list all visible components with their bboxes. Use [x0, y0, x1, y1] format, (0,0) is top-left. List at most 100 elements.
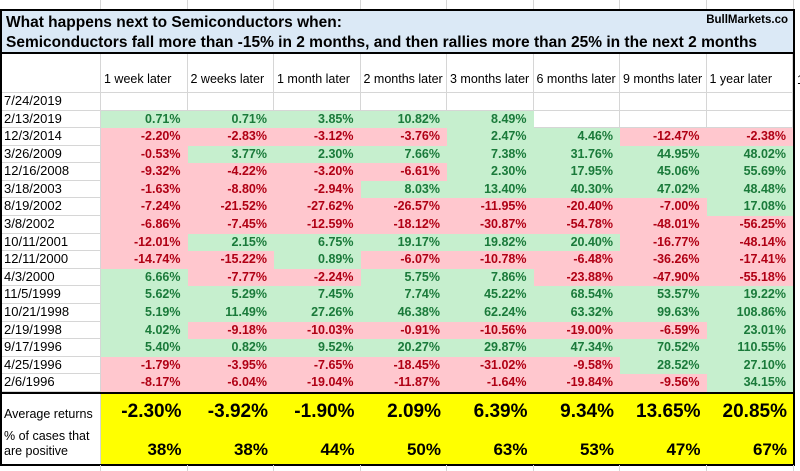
average-value-cell[interactable]: 9.34% [533, 393, 620, 427]
value-cell[interactable]: 3.77% [187, 145, 274, 164]
date-cell[interactable]: 12/11/2000 [2, 251, 101, 269]
value-cell[interactable]: 10.82% [360, 110, 447, 129]
value-cell[interactable]: 20.40% [533, 233, 620, 252]
value-cell[interactable]: -18.12% [360, 216, 447, 234]
value-cell[interactable]: 5.19% [101, 303, 188, 322]
column-header[interactable]: 6 months later [533, 54, 620, 93]
value-cell[interactable]: -19.00% [533, 321, 620, 340]
value-cell[interactable]: -10.03% [274, 321, 361, 340]
value-cell[interactable]: 45.22% [447, 286, 534, 304]
percent-positive-cell[interactable]: 63% [447, 426, 534, 464]
value-cell[interactable] [101, 93, 188, 111]
value-cell[interactable] [447, 93, 534, 111]
value-cell[interactable] [533, 110, 620, 129]
percent-positive-cell[interactable]: 38% [187, 426, 274, 464]
value-cell[interactable]: 19.82% [447, 233, 534, 252]
column-header[interactable]: 2 months later [360, 54, 447, 93]
value-cell[interactable]: 0.71% [101, 110, 188, 129]
date-cell[interactable]: 10/11/2001 [2, 233, 101, 252]
value-cell[interactable]: -17.41% [706, 251, 793, 269]
value-cell[interactable]: 8.03% [360, 180, 447, 199]
value-cell[interactable]: 6.75% [274, 233, 361, 252]
date-cell[interactable]: 4/25/1996 [2, 356, 101, 375]
column-header[interactable]: 1 month later [274, 54, 361, 93]
value-cell[interactable]: -1.63% [101, 180, 188, 199]
value-cell[interactable]: -7.77% [187, 268, 274, 287]
value-cell[interactable]: -3.20% [274, 163, 361, 181]
value-cell[interactable]: 5.75% [360, 268, 447, 287]
value-cell[interactable]: 44.95% [620, 145, 707, 164]
value-cell[interactable]: 7.45% [274, 286, 361, 304]
value-cell[interactable]: -6.48% [533, 251, 620, 269]
value-cell[interactable]: -11.87% [360, 374, 447, 392]
value-cell[interactable]: 47.34% [533, 339, 620, 357]
date-cell[interactable]: 2/6/1996 [2, 374, 101, 392]
value-cell[interactable]: 6.66% [101, 268, 188, 287]
date-cell[interactable]: 3/8/2002 [2, 216, 101, 234]
value-cell[interactable]: -11.95% [447, 198, 534, 217]
value-cell[interactable]: 0.71% [187, 110, 274, 129]
value-cell[interactable]: -6.61% [360, 163, 447, 181]
value-cell[interactable]: 70.52% [620, 339, 707, 357]
value-cell[interactable]: 45.06% [620, 163, 707, 181]
value-cell[interactable]: 7.66% [360, 145, 447, 164]
value-cell[interactable]: 7.38% [447, 145, 534, 164]
date-cell[interactable]: 9/17/1996 [2, 339, 101, 357]
value-cell[interactable]: 13.40% [447, 180, 534, 199]
date-cell[interactable]: 12/3/2014 [2, 128, 101, 146]
value-cell[interactable]: -36.26% [620, 251, 707, 269]
value-cell[interactable]: 53.57% [620, 286, 707, 304]
value-cell[interactable]: -18.45% [360, 356, 447, 375]
value-cell[interactable]: -6.59% [620, 321, 707, 340]
average-value-cell[interactable]: 6.39% [447, 393, 534, 427]
value-cell[interactable]: 17.08% [706, 198, 793, 217]
value-cell[interactable]: -8.80% [187, 180, 274, 199]
column-header[interactable]: 3 months later [447, 54, 534, 93]
value-cell[interactable]: -0.53% [101, 145, 188, 164]
date-cell[interactable]: 2/13/2019 [2, 110, 101, 129]
value-cell[interactable]: 31.76% [533, 145, 620, 164]
value-cell[interactable]: -30.87% [447, 216, 534, 234]
value-cell[interactable]: -7.24% [101, 198, 188, 217]
value-cell[interactable]: 17.95% [533, 163, 620, 181]
value-cell[interactable]: -48.01% [620, 216, 707, 234]
value-cell[interactable]: 8.49% [447, 110, 534, 129]
value-cell[interactable]: -47.90% [620, 268, 707, 287]
value-cell[interactable]: 40.30% [533, 180, 620, 199]
date-cell[interactable]: 10/21/1998 [2, 303, 101, 322]
value-cell[interactable] [620, 93, 707, 111]
value-cell[interactable]: -12.47% [620, 128, 707, 146]
value-cell[interactable]: 68.54% [533, 286, 620, 304]
value-cell[interactable]: 5.29% [187, 286, 274, 304]
value-cell[interactable] [274, 93, 361, 111]
value-cell[interactable]: 5.62% [101, 286, 188, 304]
value-cell[interactable]: 28.52% [620, 356, 707, 375]
value-cell[interactable]: 47.02% [620, 180, 707, 199]
value-cell[interactable] [706, 93, 793, 111]
value-cell[interactable]: 29.87% [447, 339, 534, 357]
value-cell[interactable]: 9.52% [274, 339, 361, 357]
value-cell[interactable]: -0.91% [360, 321, 447, 340]
percent-positive-cell[interactable]: 67% [706, 426, 793, 464]
value-cell[interactable]: -7.00% [620, 198, 707, 217]
value-cell[interactable]: -1.64% [447, 374, 534, 392]
value-cell[interactable]: 55.69% [706, 163, 793, 181]
value-cell[interactable]: -7.65% [274, 356, 361, 375]
value-cell[interactable]: -48.14% [706, 233, 793, 252]
date-cell[interactable]: 8/19/2002 [2, 198, 101, 217]
average-value-cell[interactable]: 2.09% [360, 393, 447, 427]
value-cell[interactable]: -14.74% [101, 251, 188, 269]
value-cell[interactable]: 108.86% [706, 303, 793, 322]
value-cell[interactable]: 27.26% [274, 303, 361, 322]
percent-positive-cell[interactable]: 47% [620, 426, 707, 464]
value-cell[interactable]: -55.18% [706, 268, 793, 287]
average-value-cell[interactable]: 13.65% [620, 393, 707, 427]
value-cell[interactable]: -2.20% [101, 128, 188, 146]
value-cell[interactable]: -31.02% [447, 356, 534, 375]
value-cell[interactable]: -1.79% [101, 356, 188, 375]
value-cell[interactable]: 3.85% [274, 110, 361, 129]
value-cell[interactable]: 110.55% [706, 339, 793, 357]
column-header[interactable]: 1 week later [101, 54, 188, 93]
date-cell[interactable]: 4/3/2000 [2, 268, 101, 287]
column-header[interactable]: 9 months later [620, 54, 707, 93]
